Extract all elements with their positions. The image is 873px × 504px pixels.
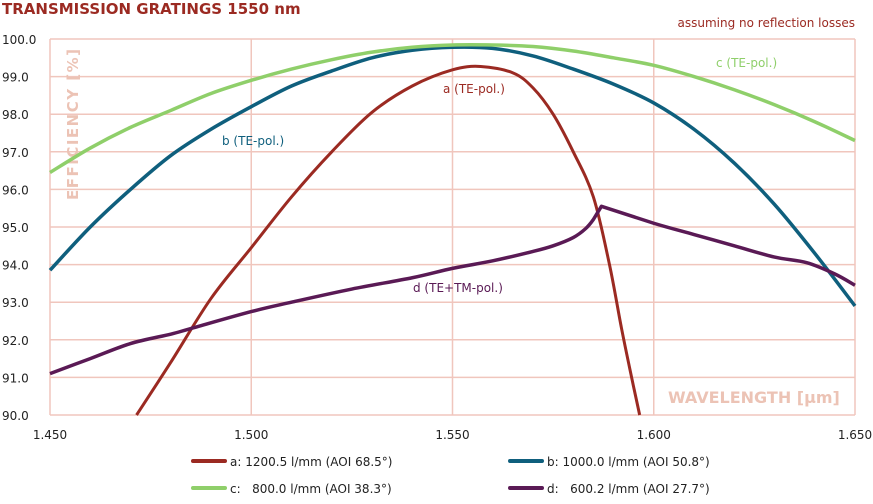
legend-entry-c: c: 800.0 l/mm (AOI 38.3°) bbox=[230, 482, 392, 496]
x-tick-labels: 1.450 1.500 1.550 1.600 1.650 bbox=[33, 428, 872, 442]
y-tick-label: 98.0 bbox=[2, 108, 29, 122]
y-tick-label: 91.0 bbox=[2, 371, 29, 385]
y-tick-label: 93.0 bbox=[2, 296, 29, 310]
x-tick-label: 1.500 bbox=[234, 428, 268, 442]
x-tick-label: 1.600 bbox=[637, 428, 671, 442]
series-line-c bbox=[49, 43, 856, 174]
y-axis-label: EFFICIENCY [%] bbox=[64, 47, 82, 200]
series-labels: a (TE-pol.) b (TE-pol.) c (TE-pol.) d (TE+T… bbox=[222, 56, 777, 295]
y-tick-label: 99.0 bbox=[2, 71, 29, 85]
y-tick-label: 97.0 bbox=[2, 146, 29, 160]
legend-entry-b: b: 1000.0 l/mm (AOI 50.8°) bbox=[547, 455, 710, 469]
series-line-d bbox=[49, 204, 856, 376]
series-line-b bbox=[48, 45, 857, 308]
series-label-c: c (TE-pol.) bbox=[716, 56, 777, 70]
x-tick-label: 1.650 bbox=[838, 428, 872, 442]
series-label-a: a (TE-pol.) bbox=[443, 82, 505, 96]
legend-entry-a: a: 1200.5 l/mm (AOI 68.5°) bbox=[230, 455, 392, 469]
y-tick-label: 94.0 bbox=[2, 259, 29, 273]
chart-title: TRANSMISSION GRATINGS 1550 nm bbox=[2, 0, 301, 18]
y-tick-label: 96.0 bbox=[2, 183, 29, 197]
series-lines bbox=[48, 43, 857, 416]
y-tick-label: 92.0 bbox=[2, 334, 29, 348]
y-tick-label: 100.0 bbox=[2, 33, 36, 47]
y-tick-labels: 90.0 91.0 92.0 93.0 94.0 95.0 96.0 97.0 98.0 99.0… bbox=[2, 33, 36, 423]
x-tick-label: 1.550 bbox=[435, 428, 469, 442]
series-line-a bbox=[135, 64, 642, 416]
x-axis-label: WAVELENGTH [µm] bbox=[668, 388, 840, 407]
legend-entry-d: d: 600.2 l/mm (AOI 27.7°) bbox=[547, 482, 710, 496]
x-tick-label: 1.450 bbox=[33, 428, 67, 442]
y-tick-label: 95.0 bbox=[2, 221, 29, 235]
series-label-b: b (TE-pol.) bbox=[222, 134, 284, 148]
chart-note: assuming no reflection losses bbox=[678, 16, 856, 30]
legend: a: 1200.5 l/mm (AOI 68.5°) b: 1000.0 l/mm… bbox=[191, 455, 710, 496]
series-label-d: d (TE+TM-pol.) bbox=[413, 281, 503, 295]
y-tick-label: 90.0 bbox=[2, 409, 29, 423]
